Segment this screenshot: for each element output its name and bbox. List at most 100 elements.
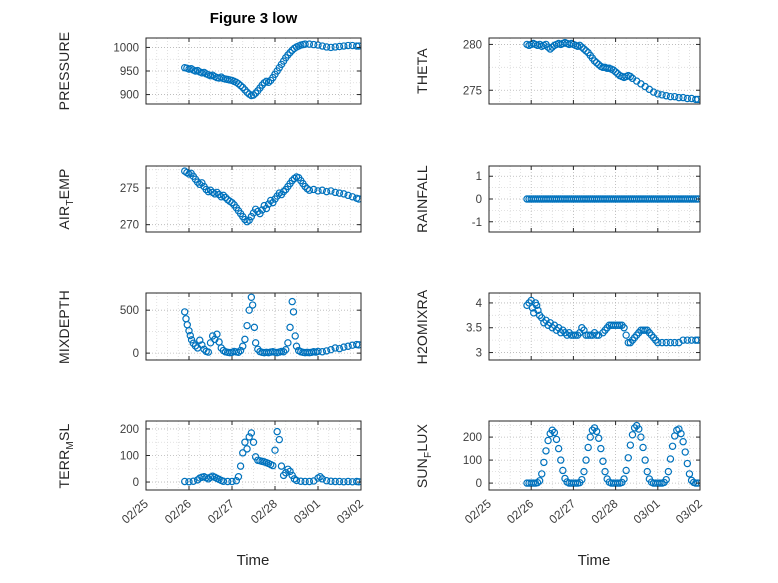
ylabel-subscript: T	[64, 199, 76, 206]
ylabel-text: SUN	[414, 457, 431, 488]
axes-box	[145, 165, 362, 233]
svg-text:03/02: 03/02	[673, 496, 705, 526]
y-tick-labels: 0 100 200	[120, 424, 139, 489]
data-markers	[523, 38, 700, 104]
svg-text:950: 950	[120, 66, 139, 78]
ylabel-text: LUX	[414, 423, 431, 452]
svg-text:275: 275	[120, 183, 139, 195]
plot-canvas-pressure: 900 950 1000	[113, 37, 362, 105]
axes-box	[488, 420, 701, 491]
x-tick-labels: 02/25 02/26 02/27 02/28 03/01 03/02	[119, 496, 366, 526]
tick-marks	[488, 293, 701, 360]
y-tick-labels: 0 500	[120, 305, 139, 360]
svg-text:1: 1	[476, 171, 482, 183]
ylabel-pressure: PRESSURE	[56, 32, 76, 111]
tick-marks	[145, 421, 362, 490]
subplot-sunflux: 0 100 200 02/25 02/26 02/27 02/28 03/01 03/02	[439, 413, 710, 553]
subplot-terrmsl: 0 100 200 02/25 02/26 02/27 02/28 03/01 03/02	[96, 413, 371, 553]
svg-text:0: 0	[476, 478, 482, 490]
data-markers	[523, 195, 700, 203]
subplot-rainfall: -1 0 1	[439, 158, 710, 245]
svg-text:270: 270	[120, 220, 139, 232]
ylabel-text: AIR	[56, 205, 73, 230]
ylabel-subscript: M	[64, 440, 76, 450]
plot-canvas-h2omixra: 33.54	[466, 292, 701, 361]
axes-box	[488, 37, 701, 105]
ylabel-text: MIXDEPTH	[56, 289, 73, 364]
svg-text:200: 200	[463, 432, 482, 444]
data-markers	[180, 40, 361, 100]
svg-text:03/01: 03/01	[631, 496, 663, 526]
tick-marks	[145, 38, 362, 104]
xlabel-time-left: Time	[236, 552, 270, 569]
plot-canvas-rainfall: -1 0 1	[472, 165, 701, 233]
y-tick-labels: -1 0 1	[472, 171, 482, 229]
svg-text:02/25: 02/25	[119, 496, 151, 526]
ylabel-terrmsl: TERRMSL	[56, 423, 76, 488]
y-tick-labels: 900 950 1000	[113, 42, 139, 101]
axes-box	[488, 292, 701, 361]
data-markers	[180, 167, 361, 226]
xlabel-time-right: Time	[577, 552, 611, 569]
tick-marks	[145, 166, 362, 232]
subplot-mixdepth: 0 500	[96, 285, 371, 373]
minor-grid	[489, 38, 700, 104]
svg-text:02/27: 02/27	[205, 496, 237, 526]
ylabel-text: TERR	[56, 449, 73, 488]
svg-text:500: 500	[120, 305, 139, 317]
svg-text:-1: -1	[472, 217, 482, 229]
subplot-theta: 275 280	[439, 30, 710, 117]
svg-text:275: 275	[463, 85, 482, 97]
plot-canvas-airtemp: 270 275	[120, 165, 362, 233]
figure-title: Figure 3 low	[209, 10, 298, 27]
ylabel-text: EMP	[56, 168, 73, 200]
plot-canvas-theta: 275 280	[463, 37, 701, 105]
ylabel-rainfall: RAINFALL	[414, 165, 434, 233]
minor-grid	[489, 293, 700, 360]
y-tick-labels: 0 100 200	[463, 432, 482, 490]
subplot-h2omixra: 3 3.5 4	[439, 285, 710, 373]
svg-text:100: 100	[463, 455, 482, 467]
svg-text:0: 0	[133, 348, 139, 360]
svg-text:02/25: 02/25	[462, 496, 494, 526]
svg-text:03/01: 03/01	[291, 496, 323, 526]
minor-grid	[489, 166, 700, 232]
tick-marks	[145, 293, 362, 360]
plot-canvas-mixdepth: 0 500	[120, 292, 362, 361]
data-markers	[180, 293, 361, 357]
y-tick-labels: 275 280	[463, 39, 482, 97]
y-tick-labels: 33.54	[466, 298, 483, 360]
svg-text:200: 200	[120, 424, 139, 436]
ylabel-sunflux: SUNFLUX	[414, 423, 434, 487]
plot-canvas-terrmsl: 0 100 200 02/25 02/26 02/27 02/28 03/01 03/02	[119, 420, 366, 527]
subplot-pressure: 900 950 1000	[96, 30, 371, 117]
data-markers	[523, 421, 700, 487]
ylabel-text: PRESSURE	[56, 31, 73, 111]
ylabel-airtemp: AIRTEMP	[56, 168, 76, 229]
svg-text:0: 0	[476, 194, 482, 206]
ylabel-h2omixra: H2OMIXRA	[414, 289, 434, 364]
svg-text:02/27: 02/27	[546, 496, 578, 526]
data-markers	[523, 296, 700, 347]
svg-text:02/28: 02/28	[248, 496, 280, 526]
svg-text:100: 100	[120, 451, 139, 463]
minor-grid	[146, 166, 361, 232]
plot-canvas-sunflux: 0 100 200 02/25 02/26 02/27 02/28 03/01 03/02	[462, 420, 705, 527]
svg-text:3: 3	[476, 348, 482, 360]
ylabel-mixdepth: MIXDEPTH	[56, 290, 76, 364]
svg-text:02/26: 02/26	[504, 496, 536, 526]
ylabel-theta: THETA	[414, 48, 434, 94]
svg-text:900: 900	[120, 90, 139, 102]
minor-grid	[146, 293, 361, 360]
subplot-airtemp: 270 275	[96, 158, 371, 245]
svg-text:03/02: 03/02	[334, 496, 366, 526]
ylabel-text: RAINFALL	[414, 165, 431, 233]
ylabel-text: THETA	[414, 48, 431, 94]
svg-text:3.5: 3.5	[466, 323, 482, 335]
tick-marks	[488, 421, 701, 490]
tick-marks	[488, 166, 701, 232]
svg-text:0: 0	[133, 477, 139, 489]
svg-text:02/28: 02/28	[589, 496, 621, 526]
data-markers	[180, 427, 361, 486]
